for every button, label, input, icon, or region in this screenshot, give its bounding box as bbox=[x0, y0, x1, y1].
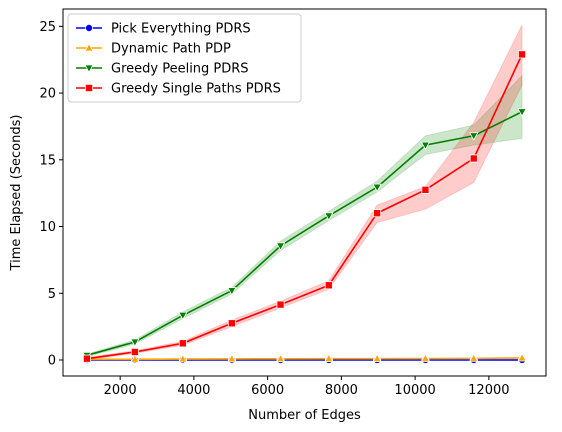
point-dynamic-path-pdp-1 bbox=[130, 354, 140, 363]
y-tick-label: 15 bbox=[39, 153, 56, 168]
series-lines bbox=[86, 54, 523, 361]
legend-label-dynamic-path-pdp: Dynamic Path PDP bbox=[111, 42, 231, 57]
point-greedy-peeling-pdrs-3 bbox=[227, 287, 237, 296]
x-tick-label: 10000 bbox=[394, 383, 435, 398]
legend-marker-greedy-peeling-pdrs bbox=[84, 64, 94, 74]
ci-band-greedy-peeling-pdrs bbox=[86, 74, 523, 358]
point-dynamic-path-pdp-9 bbox=[517, 352, 527, 362]
point-greedy-peeling-pdrs-9 bbox=[517, 108, 527, 117]
point-greedy-peeling-pdrs-6 bbox=[372, 183, 382, 193]
line-greedy-peeling-pdrs bbox=[86, 111, 523, 357]
plot-frame bbox=[62, 8, 547, 377]
point-greedy-single-paths-pdrs-1 bbox=[130, 347, 139, 356]
legend-marker-pick-everything-pdrs bbox=[85, 23, 94, 32]
y-tick-label: 20 bbox=[39, 87, 56, 102]
point-greedy-single-paths-pdrs-2 bbox=[178, 339, 187, 348]
line-dynamic-path-pdp bbox=[86, 357, 523, 361]
point-greedy-single-paths-pdrs-6 bbox=[373, 209, 382, 218]
y-axis-label: Time Elapsed (Seconds) bbox=[9, 115, 24, 272]
legend-label-pick-everything-pdrs: Pick Everything PDRS bbox=[111, 22, 251, 37]
point-dynamic-path-pdp-7 bbox=[420, 353, 431, 362]
x-axis-ticks: 2000 4000 6000 8000 10000 12000 bbox=[104, 376, 510, 398]
y-tick-label: 0 bbox=[48, 353, 56, 368]
y-tick-label: 5 bbox=[48, 287, 56, 302]
point-dynamic-path-pdp-4 bbox=[275, 353, 286, 363]
point-greedy-peeling-pdrs-8 bbox=[469, 132, 479, 141]
point-greedy-peeling-pdrs-5 bbox=[324, 212, 334, 221]
point-dynamic-path-pdp-5 bbox=[324, 353, 334, 363]
y-axis-ticks: 0 5 10 15 20 25 bbox=[39, 20, 63, 368]
legend-label-greedy-peeling-pdrs: Greedy Peeling PDRS bbox=[111, 62, 249, 77]
point-dynamic-path-pdp-2 bbox=[178, 354, 188, 363]
legend: Pick Everything PDRS Dynamic Path PDP Gree… bbox=[67, 13, 302, 103]
x-tick-label: 12000 bbox=[468, 383, 509, 398]
point-greedy-single-paths-pdrs-8 bbox=[469, 154, 478, 163]
point-greedy-single-paths-pdrs-3 bbox=[227, 319, 236, 328]
x-axis-label: Number of Edges bbox=[248, 408, 361, 423]
point-greedy-single-paths-pdrs-5 bbox=[324, 281, 333, 290]
point-dynamic-path-pdp-6 bbox=[372, 353, 382, 363]
point-greedy-peeling-pdrs-2 bbox=[178, 311, 188, 321]
y-tick-label: 10 bbox=[39, 220, 56, 235]
point-greedy-single-paths-pdrs-9 bbox=[518, 50, 527, 59]
y-tick-label: 25 bbox=[39, 20, 56, 35]
legend-marker-greedy-single-paths-pdrs bbox=[85, 84, 94, 93]
point-greedy-single-paths-pdrs-4 bbox=[276, 300, 285, 309]
line-greedy-single-paths-pdrs bbox=[86, 54, 523, 360]
x-tick-label: 2000 bbox=[104, 383, 137, 398]
point-dynamic-path-pdp-8 bbox=[469, 353, 479, 362]
x-tick-label: 4000 bbox=[177, 383, 210, 398]
x-tick-label: 8000 bbox=[325, 383, 358, 398]
x-tick-label: 6000 bbox=[251, 383, 284, 398]
point-greedy-single-paths-pdrs-0 bbox=[82, 354, 91, 363]
ci-band-greedy-single-paths-pdrs bbox=[86, 24, 523, 361]
point-greedy-peeling-pdrs-1 bbox=[130, 338, 140, 347]
point-greedy-single-paths-pdrs-7 bbox=[421, 185, 430, 194]
point-greedy-peeling-pdrs-4 bbox=[275, 242, 286, 251]
point-dynamic-path-pdp-3 bbox=[227, 353, 237, 363]
legend-marker-dynamic-path-pdp bbox=[84, 42, 94, 52]
legend-label-greedy-single-paths-pdrs: Greedy Single Paths PDRS bbox=[111, 82, 281, 97]
legend-box bbox=[67, 13, 302, 103]
point-greedy-peeling-pdrs-7 bbox=[420, 141, 431, 151]
series-markers bbox=[82, 50, 527, 364]
